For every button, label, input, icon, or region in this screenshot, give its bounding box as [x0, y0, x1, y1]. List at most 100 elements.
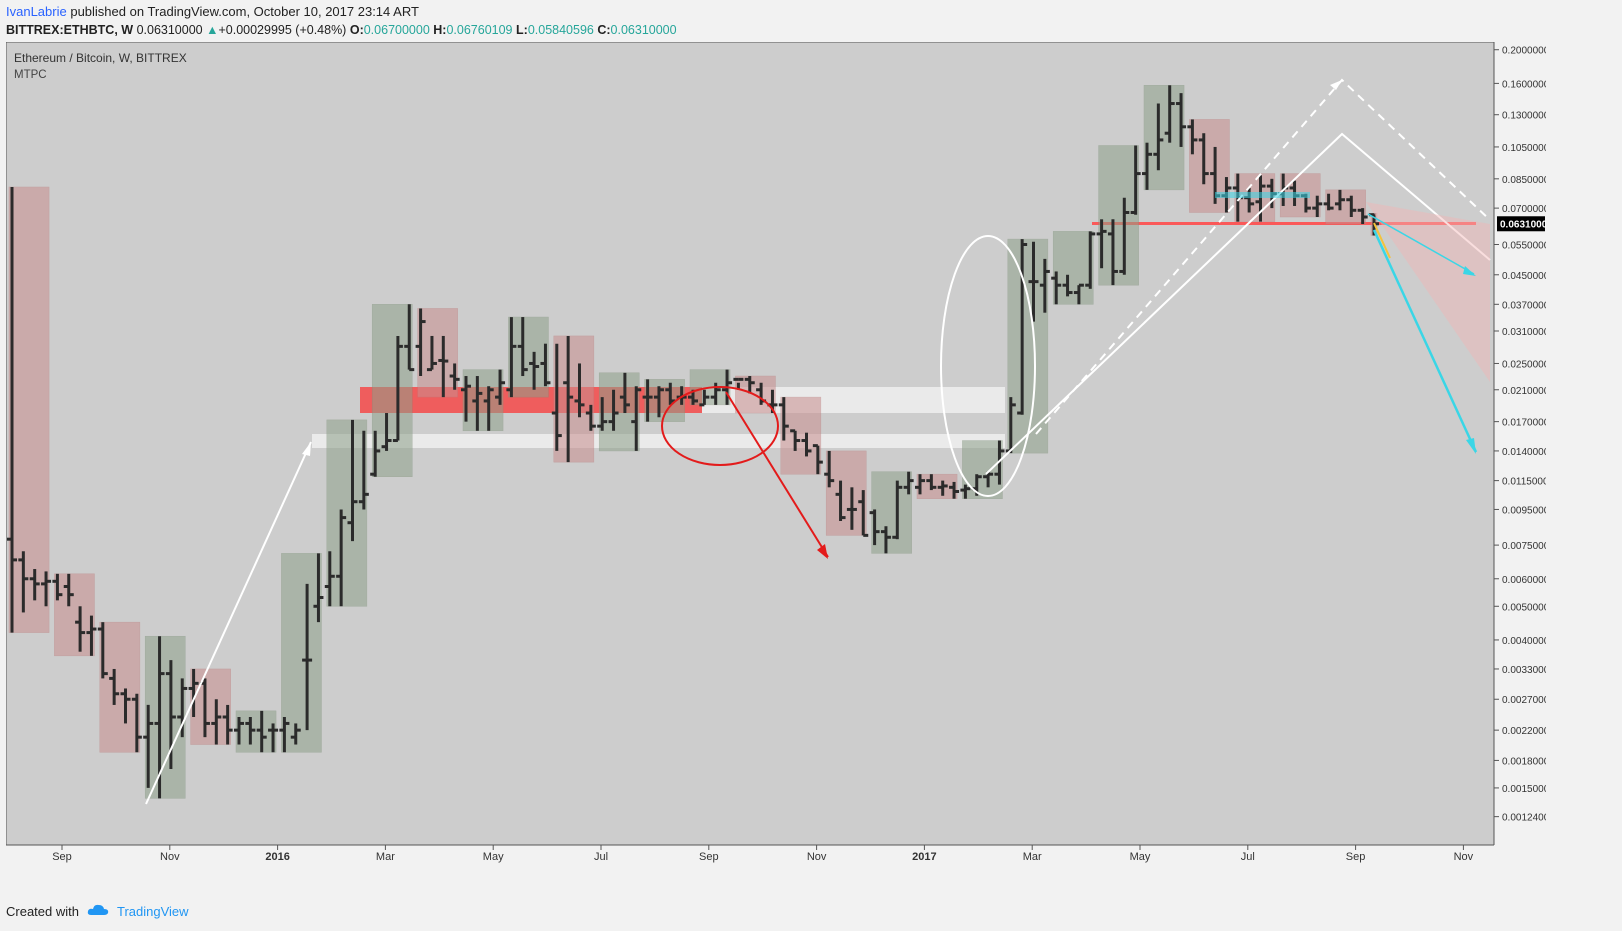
- cyan-arrow-short: [1367, 213, 1475, 275]
- ohlc-bar: [415, 308, 426, 377]
- x-tick-label: Jul: [594, 851, 608, 863]
- ohlc-bar: [824, 450, 835, 488]
- symbol-label: BITTREX:ETHBTC, W: [6, 23, 134, 37]
- published-text: published on TradingView.com, October 10…: [70, 4, 419, 19]
- bull-box: [1098, 145, 1139, 286]
- tradingview-link[interactable]: TradingView: [116, 904, 189, 919]
- ohlc-bar: [699, 389, 710, 407]
- ohlc-bar: [461, 376, 471, 422]
- ohlc-bar: [1176, 93, 1187, 147]
- ohlc-bar: [1062, 274, 1073, 297]
- ohlc-bar: [1051, 271, 1062, 305]
- ohlc-bar: [642, 379, 653, 422]
- bear-box: [8, 186, 50, 633]
- low-value: 0.05840596: [527, 23, 594, 37]
- ohlc-bar: [222, 704, 233, 745]
- bull-box: [598, 372, 640, 452]
- cyan-level-band: [1215, 192, 1310, 198]
- x-tick-label: Nov: [160, 851, 180, 863]
- price-chart[interactable]: 0.20000000 0.16000000 0.13000000 0.10500000…: [5, 41, 1555, 885]
- y-tick-label: 0.13000000: [1502, 111, 1546, 122]
- ohlc-bar: [358, 430, 369, 510]
- support-zone-white: [312, 434, 1005, 448]
- bear-box: [780, 396, 822, 475]
- y-tick-label: 0.03700000: [1502, 300, 1546, 311]
- ohlc-bar: [994, 440, 1005, 485]
- y-tick-label: 0.01400000: [1502, 447, 1546, 458]
- ohlc-bar: [211, 699, 222, 745]
- white-up-arrow-line: [145, 441, 312, 805]
- bear-box: [99, 621, 141, 753]
- last-price-text: 0.06310000: [1500, 219, 1546, 230]
- x-tick-label: Mar: [1023, 851, 1042, 863]
- ohlc-bar: [75, 606, 86, 652]
- ohlc-bar: [949, 481, 960, 499]
- ohlc-bar: [540, 343, 551, 387]
- y-tick-label: 0.00270000: [1502, 695, 1546, 706]
- bull-box: [281, 553, 322, 753]
- ohlc-bar: [858, 490, 869, 537]
- ohlc-bar: [245, 717, 256, 745]
- x-tick-label: Sep: [699, 851, 719, 863]
- change-value: +0.00029995 (+0.48%): [218, 23, 347, 37]
- ohlc-bar: [404, 304, 415, 372]
- ohlc-bar: [574, 363, 585, 418]
- ohlc-bar: [1187, 119, 1198, 155]
- bull-box: [871, 471, 912, 554]
- x-tick-label: Jul: [1241, 851, 1255, 863]
- ohlc-bar: [449, 363, 460, 390]
- ohlc-bar: [1198, 133, 1209, 185]
- y-tick-label: 0.16000000: [1502, 79, 1546, 90]
- ohlc-bar: [1073, 283, 1084, 305]
- bull-box: [508, 316, 549, 398]
- ohlc-bar: [120, 688, 131, 724]
- ohlc-bar: [483, 386, 494, 431]
- ohlc-bar: [597, 397, 608, 431]
- ohlc-bar: [812, 444, 823, 475]
- ohlc-bar: [154, 636, 165, 799]
- bull-box: [326, 419, 368, 607]
- ohlc-bar: [268, 723, 279, 753]
- y-tick-label: 0.00150000: [1502, 784, 1546, 795]
- bull-box: [1052, 231, 1094, 305]
- ohlc-bar: [1334, 189, 1345, 211]
- ohlc-bar: [926, 474, 937, 491]
- ohlc-bar: [18, 551, 29, 613]
- y-tick-label: 0.01700000: [1502, 418, 1546, 429]
- ohlc-bar: [585, 404, 596, 431]
- x-tick-label: 2017: [912, 851, 936, 863]
- y-tick-label: 0.00220000: [1502, 726, 1546, 737]
- tradingview-cloud-icon[interactable]: [87, 903, 109, 920]
- last-price: 0.06310000: [136, 23, 203, 37]
- ohlc-bar: [1323, 193, 1334, 211]
- y-tick-label: 0.00750000: [1502, 541, 1546, 552]
- bull-box: [371, 304, 413, 477]
- created-with-text: Created with: [6, 904, 79, 919]
- ohlc-bar: [302, 583, 313, 731]
- chart-frame[interactable]: 0.20000000 0.16000000 0.13000000 0.10500000…: [5, 41, 1555, 885]
- ohlc-bar: [1357, 208, 1368, 225]
- x-tick-label: Sep: [52, 851, 72, 863]
- red-down-arrow-line: [725, 391, 829, 558]
- white-up-arrowhead: [302, 442, 311, 456]
- ohlc-bar: [517, 317, 528, 377]
- projection-fan: [1366, 202, 1490, 382]
- author-link[interactable]: IvanLabrie: [6, 4, 67, 19]
- ohlc-bar: [551, 343, 562, 451]
- ohlc-bar: [1107, 219, 1118, 286]
- ohlc-bar: [846, 487, 857, 530]
- y-tick-label: 0.20000000: [1502, 46, 1546, 57]
- y-tick-label: 0.00180000: [1502, 756, 1546, 767]
- ohlc-bar: [1028, 241, 1039, 322]
- high-value: 0.06760109: [446, 23, 513, 37]
- ohlc-bar: [1130, 145, 1141, 215]
- ohlc-bar: [29, 569, 40, 601]
- y-tick-label: 0.08500000: [1502, 175, 1546, 186]
- ohlc-bar: [744, 376, 755, 394]
- ohlc-bar: [801, 432, 812, 457]
- price-axis-bg[interactable]: [1494, 42, 1546, 845]
- ohlc-bar: [506, 317, 517, 398]
- chart-title: Ethereum / Bitcoin, W, BITTREX: [14, 51, 187, 65]
- time-axis-bg[interactable]: [6, 845, 1546, 885]
